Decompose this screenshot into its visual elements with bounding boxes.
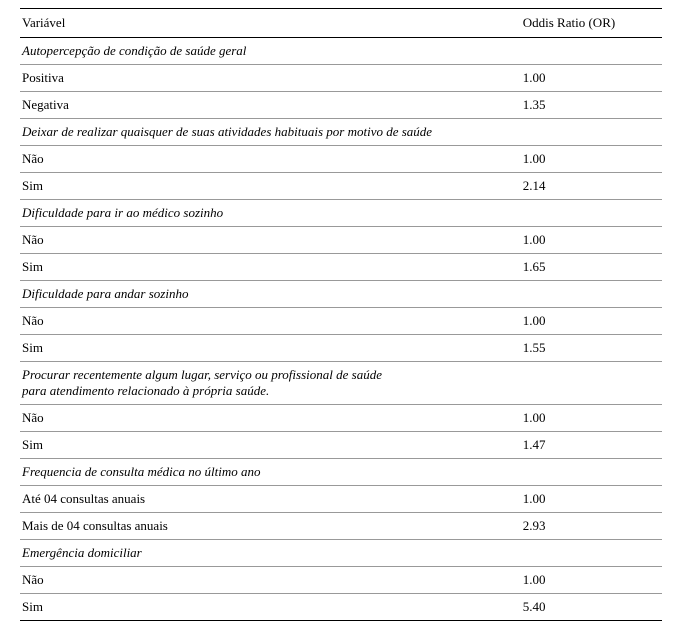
row-label: Até 04 consultas anuais xyxy=(20,486,521,513)
section-row: Dificuldade para ir ao médico sozinho xyxy=(20,200,662,227)
section-or-blank xyxy=(521,459,662,486)
table-row: Não1.00 xyxy=(20,227,662,254)
table-body: Autopercepção de condição de saúde geral… xyxy=(20,38,662,621)
row-or: 5.40 xyxy=(521,594,662,621)
row-label: Sim xyxy=(20,173,521,200)
section-title: Autopercepção de condição de saúde geral xyxy=(20,38,521,65)
section-row: Emergência domiciliar xyxy=(20,540,662,567)
row-or: 1.65 xyxy=(521,254,662,281)
row-or: 1.55 xyxy=(521,335,662,362)
row-label: Não xyxy=(20,146,521,173)
row-label: Positiva xyxy=(20,65,521,92)
row-label: Sim xyxy=(20,335,521,362)
row-or: 1.35 xyxy=(521,92,662,119)
section-title: Procurar recentemente algum lugar, servi… xyxy=(20,362,521,405)
table-row: Positiva1.00 xyxy=(20,65,662,92)
section-or-blank xyxy=(521,38,662,65)
section-row: Frequencia de consulta médica no último … xyxy=(20,459,662,486)
row-or: 1.00 xyxy=(521,308,662,335)
row-label: Sim xyxy=(20,254,521,281)
table-row: Sim1.47 xyxy=(20,432,662,459)
table-row: Não1.00 xyxy=(20,146,662,173)
section-or-blank xyxy=(521,362,662,405)
row-label: Não xyxy=(20,308,521,335)
section-title: Dificuldade para ir ao médico sozinho xyxy=(20,200,521,227)
table-row: Negativa1.35 xyxy=(20,92,662,119)
section-or-blank xyxy=(521,200,662,227)
section-or-blank xyxy=(521,281,662,308)
row-label: Sim xyxy=(20,432,521,459)
section-or-blank xyxy=(521,540,662,567)
row-or: 1.47 xyxy=(521,432,662,459)
row-label: Não xyxy=(20,567,521,594)
section-title: Emergência domiciliar xyxy=(20,540,521,567)
row-or: 2.93 xyxy=(521,513,662,540)
table-header-row: Variável Oddis Ratio (OR) xyxy=(20,9,662,38)
table-row: Mais de 04 consultas anuais2.93 xyxy=(20,513,662,540)
table-row: Até 04 consultas anuais1.00 xyxy=(20,486,662,513)
row-label: Não xyxy=(20,405,521,432)
header-or: Oddis Ratio (OR) xyxy=(521,9,662,38)
row-label: Sim xyxy=(20,594,521,621)
section-title: Frequencia de consulta médica no último … xyxy=(20,459,521,486)
table-row: Sim2.14 xyxy=(20,173,662,200)
header-variable: Variável xyxy=(20,9,521,38)
row-or: 1.00 xyxy=(521,227,662,254)
section-row: Deixar de realizar quaisquer de suas ati… xyxy=(20,119,662,146)
row-or: 1.00 xyxy=(521,405,662,432)
page: Variável Oddis Ratio (OR) Autopercepção … xyxy=(0,0,690,528)
table-row: Sim1.55 xyxy=(20,335,662,362)
table-row: Sim1.65 xyxy=(20,254,662,281)
row-or: 1.00 xyxy=(521,567,662,594)
section-title: Dificuldade para andar sozinho xyxy=(20,281,521,308)
table-row: Não1.00 xyxy=(20,567,662,594)
section-row: Autopercepção de condição de saúde geral xyxy=(20,38,662,65)
table-row: Não1.00 xyxy=(20,405,662,432)
row-label: Negativa xyxy=(20,92,521,119)
row-or: 1.00 xyxy=(521,486,662,513)
row-label: Mais de 04 consultas anuais xyxy=(20,513,521,540)
row-label: Não xyxy=(20,227,521,254)
row-or: 1.00 xyxy=(521,65,662,92)
section-title: Deixar de realizar quaisquer de suas ati… xyxy=(20,119,521,146)
row-or: 2.14 xyxy=(521,173,662,200)
section-row: Dificuldade para andar sozinho xyxy=(20,281,662,308)
table-row: Não1.00 xyxy=(20,308,662,335)
section-row: Procurar recentemente algum lugar, servi… xyxy=(20,362,662,405)
table-row: Sim5.40 xyxy=(20,594,662,621)
data-table: Variável Oddis Ratio (OR) Autopercepção … xyxy=(20,8,662,621)
section-or-blank xyxy=(521,119,662,146)
row-or: 1.00 xyxy=(521,146,662,173)
